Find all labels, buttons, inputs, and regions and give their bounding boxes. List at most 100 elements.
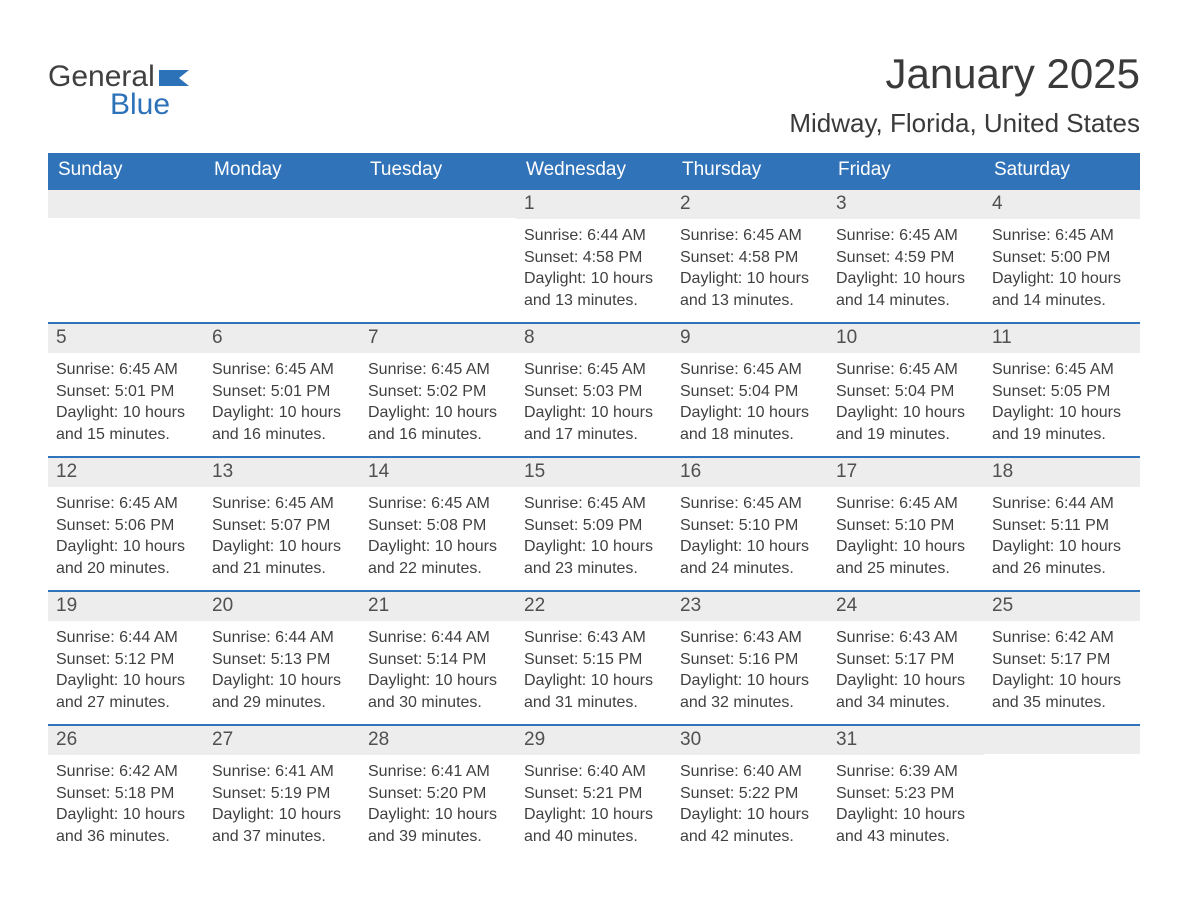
daylight-text: Daylight: 10 hours and 14 minutes. bbox=[836, 268, 976, 311]
day-body: Sunrise: 6:45 AMSunset: 5:08 PMDaylight:… bbox=[360, 487, 516, 585]
calendar-day-cell: 30Sunrise: 6:40 AMSunset: 5:22 PMDayligh… bbox=[672, 726, 828, 858]
location-subtitle: Midway, Florida, United States bbox=[789, 108, 1140, 139]
day-number-bar: 20 bbox=[204, 592, 360, 621]
sunset-text: Sunset: 4:58 PM bbox=[680, 247, 820, 269]
day-body: Sunrise: 6:41 AMSunset: 5:20 PMDaylight:… bbox=[360, 755, 516, 853]
sunset-text: Sunset: 5:16 PM bbox=[680, 649, 820, 671]
day-number-bar: 16 bbox=[672, 458, 828, 487]
calendar-day-cell: 2 Sunrise: 6:45 AMSunset: 4:58 PMDaylight… bbox=[672, 190, 828, 322]
calendar-day-cell bbox=[360, 190, 516, 322]
calendar-header-row: SundayMondayTuesdayWednesdayThursdayFrid… bbox=[48, 153, 1140, 188]
day-number-bar: 29 bbox=[516, 726, 672, 755]
calendar-week-row: 1Sunrise: 6:44 AMSunset: 4:58 PMDaylight… bbox=[48, 188, 1140, 322]
calendar-header-cell: Wednesday bbox=[516, 153, 672, 188]
day-number-bar: 28 bbox=[360, 726, 516, 755]
day-body: Sunrise: 6:43 AMSunset: 5:17 PMDaylight:… bbox=[828, 621, 984, 719]
calendar-day-cell: 20Sunrise: 6:44 AMSunset: 5:13 PMDayligh… bbox=[204, 592, 360, 724]
daylight-text: Daylight: 10 hours and 22 minutes. bbox=[368, 536, 508, 579]
sunset-text: Sunset: 5:06 PM bbox=[56, 515, 196, 537]
day-body: Sunrise: 6:45 AMSunset: 5:03 PMDaylight:… bbox=[516, 353, 672, 451]
sunset-text: Sunset: 5:21 PM bbox=[524, 783, 664, 805]
sunset-text: Sunset: 5:10 PM bbox=[836, 515, 976, 537]
day-number-bar: 23 bbox=[672, 592, 828, 621]
day-body: Sunrise: 6:44 AMSunset: 5:12 PMDaylight:… bbox=[48, 621, 204, 719]
sunrise-text: Sunrise: 6:45 AM bbox=[836, 225, 976, 247]
calendar-day-cell: 24Sunrise: 6:43 AMSunset: 5:17 PMDayligh… bbox=[828, 592, 984, 724]
daylight-text: Daylight: 10 hours and 18 minutes. bbox=[680, 402, 820, 445]
daylight-text: Daylight: 10 hours and 37 minutes. bbox=[212, 804, 352, 847]
day-number-bar: 6 bbox=[204, 324, 360, 353]
sunset-text: Sunset: 5:13 PM bbox=[212, 649, 352, 671]
sunset-text: Sunset: 4:59 PM bbox=[836, 247, 976, 269]
day-number-bar: 11 bbox=[984, 324, 1140, 353]
sunrise-text: Sunrise: 6:41 AM bbox=[212, 761, 352, 783]
day-body: Sunrise: 6:45 AMSunset: 5:10 PMDaylight:… bbox=[672, 487, 828, 585]
daylight-text: Daylight: 10 hours and 23 minutes. bbox=[524, 536, 664, 579]
title-block: January 2025 Midway, Florida, United Sta… bbox=[789, 50, 1140, 139]
daylight-text: Daylight: 10 hours and 32 minutes. bbox=[680, 670, 820, 713]
day-number-bar: 4 bbox=[984, 190, 1140, 219]
sunrise-text: Sunrise: 6:45 AM bbox=[680, 225, 820, 247]
day-number-bar: 5 bbox=[48, 324, 204, 353]
day-number-bar-empty bbox=[984, 726, 1140, 754]
day-body: Sunrise: 6:45 AMSunset: 5:02 PMDaylight:… bbox=[360, 353, 516, 451]
day-body: Sunrise: 6:44 AMSunset: 5:14 PMDaylight:… bbox=[360, 621, 516, 719]
sunset-text: Sunset: 5:22 PM bbox=[680, 783, 820, 805]
daylight-text: Daylight: 10 hours and 42 minutes. bbox=[680, 804, 820, 847]
day-number-bar: 22 bbox=[516, 592, 672, 621]
day-number-bar: 3 bbox=[828, 190, 984, 219]
day-body: Sunrise: 6:45 AMSunset: 5:09 PMDaylight:… bbox=[516, 487, 672, 585]
sunset-text: Sunset: 5:09 PM bbox=[524, 515, 664, 537]
day-number-bar-empty bbox=[360, 190, 516, 218]
day-number-bar: 14 bbox=[360, 458, 516, 487]
sunrise-text: Sunrise: 6:40 AM bbox=[524, 761, 664, 783]
day-body: Sunrise: 6:43 AMSunset: 5:15 PMDaylight:… bbox=[516, 621, 672, 719]
sunrise-text: Sunrise: 6:43 AM bbox=[524, 627, 664, 649]
calendar-day-cell: 13Sunrise: 6:45 AMSunset: 5:07 PMDayligh… bbox=[204, 458, 360, 590]
day-number-bar: 13 bbox=[204, 458, 360, 487]
sunrise-text: Sunrise: 6:41 AM bbox=[368, 761, 508, 783]
sunset-text: Sunset: 5:08 PM bbox=[368, 515, 508, 537]
calendar-weeks-container: 1Sunrise: 6:44 AMSunset: 4:58 PMDaylight… bbox=[48, 188, 1140, 858]
calendar-week-row: 26Sunrise: 6:42 AMSunset: 5:18 PMDayligh… bbox=[48, 724, 1140, 858]
sunset-text: Sunset: 5:17 PM bbox=[992, 649, 1132, 671]
daylight-text: Daylight: 10 hours and 13 minutes. bbox=[680, 268, 820, 311]
sunrise-text: Sunrise: 6:45 AM bbox=[836, 493, 976, 515]
sunset-text: Sunset: 5:10 PM bbox=[680, 515, 820, 537]
day-body: Sunrise: 6:39 AMSunset: 5:23 PMDaylight:… bbox=[828, 755, 984, 853]
sunset-text: Sunset: 5:11 PM bbox=[992, 515, 1132, 537]
calendar-header-cell: Sunday bbox=[48, 153, 204, 188]
calendar-day-cell: 3 Sunrise: 6:45 AMSunset: 4:59 PMDaylight… bbox=[828, 190, 984, 322]
calendar-day-cell bbox=[204, 190, 360, 322]
daylight-text: Daylight: 10 hours and 15 minutes. bbox=[56, 402, 196, 445]
day-number-bar: 17 bbox=[828, 458, 984, 487]
day-number-bar: 9 bbox=[672, 324, 828, 353]
daylight-text: Daylight: 10 hours and 19 minutes. bbox=[992, 402, 1132, 445]
sunset-text: Sunset: 5:02 PM bbox=[368, 381, 508, 403]
sunrise-text: Sunrise: 6:44 AM bbox=[524, 225, 664, 247]
sunrise-text: Sunrise: 6:45 AM bbox=[524, 359, 664, 381]
sunrise-text: Sunrise: 6:42 AM bbox=[56, 761, 196, 783]
sunrise-text: Sunrise: 6:45 AM bbox=[992, 359, 1132, 381]
day-number-bar: 2 bbox=[672, 190, 828, 219]
sunrise-text: Sunrise: 6:44 AM bbox=[368, 627, 508, 649]
calendar-header-cell: Saturday bbox=[984, 153, 1140, 188]
daylight-text: Daylight: 10 hours and 34 minutes. bbox=[836, 670, 976, 713]
calendar-day-cell: 6Sunrise: 6:45 AMSunset: 5:01 PMDaylight… bbox=[204, 324, 360, 456]
flag-icon bbox=[159, 64, 193, 91]
calendar-header-cell: Tuesday bbox=[360, 153, 516, 188]
month-title: January 2025 bbox=[789, 50, 1140, 98]
daylight-text: Daylight: 10 hours and 24 minutes. bbox=[680, 536, 820, 579]
day-number-bar: 10 bbox=[828, 324, 984, 353]
calendar-day-cell: 21Sunrise: 6:44 AMSunset: 5:14 PMDayligh… bbox=[360, 592, 516, 724]
sunrise-text: Sunrise: 6:40 AM bbox=[680, 761, 820, 783]
day-body: Sunrise: 6:45 AMSunset: 5:00 PMDaylight:… bbox=[984, 219, 1140, 317]
calendar-week-row: 5Sunrise: 6:45 AMSunset: 5:01 PMDaylight… bbox=[48, 322, 1140, 456]
calendar-day-cell: 17Sunrise: 6:45 AMSunset: 5:10 PMDayligh… bbox=[828, 458, 984, 590]
day-number-bar: 12 bbox=[48, 458, 204, 487]
daylight-text: Daylight: 10 hours and 19 minutes. bbox=[836, 402, 976, 445]
calendar-day-cell: 27Sunrise: 6:41 AMSunset: 5:19 PMDayligh… bbox=[204, 726, 360, 858]
calendar-header-cell: Friday bbox=[828, 153, 984, 188]
calendar-day-cell: 31Sunrise: 6:39 AMSunset: 5:23 PMDayligh… bbox=[828, 726, 984, 858]
sunset-text: Sunset: 5:01 PM bbox=[56, 381, 196, 403]
